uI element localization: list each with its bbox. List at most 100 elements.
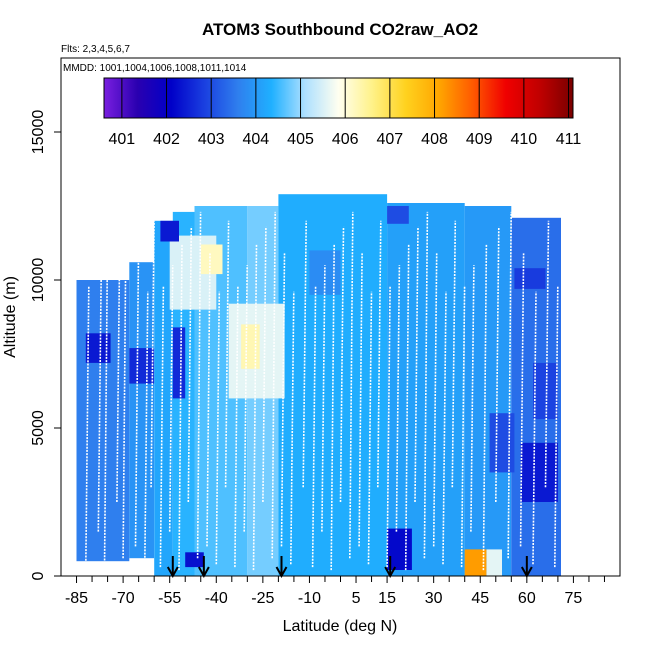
flight-profile [519,253,525,547]
x-tick-label: -70 [112,590,135,607]
flight-profile [271,211,276,559]
x-tick-label: -55 [158,590,181,607]
flight-profile [414,226,419,503]
colorbar-tick-label: 405 [287,131,314,148]
flight-profile [144,291,149,565]
flight-profile [196,211,202,559]
flight-profile [168,265,174,532]
field-cell [241,324,260,369]
y-axis-label: Altitude (m) [2,276,19,358]
flight-profile [451,220,457,488]
colorbar-tick-label: 408 [421,131,448,148]
flight-profile [116,226,121,503]
field-cell [520,442,558,502]
colorbar-bar [103,77,574,119]
field-cell [486,549,502,576]
field-cell [464,206,512,576]
field-cell [387,203,465,576]
x-axis-label: Latitude (deg N) [283,618,398,635]
x-tick-label: 60 [518,590,536,607]
flight-profile [234,285,239,568]
flight-profile [377,220,382,488]
flight-profile [85,285,90,568]
flight-profile [432,253,438,547]
x-tick-label: -85 [65,590,88,607]
x-tick-label: 75 [565,590,583,607]
colorbar: 401 402 403 404 405 406 407 408 409 410 411 [103,77,582,148]
field-cell [387,528,412,570]
flight-profile [311,285,317,568]
flights-label: Flts: 2,3,4,5,6,7 [61,44,130,55]
colorbar-tick-label: 403 [198,131,225,148]
field-cell [533,362,558,420]
x-tick-label: -25 [251,590,274,607]
flight-profile [224,220,230,488]
flight-profile [544,220,550,488]
field-cell [129,348,155,384]
y-tick-label: 15000 [30,110,47,155]
x-tick-label: 45 [471,590,489,607]
flight-profile [367,291,373,565]
colorbar-tick-label: 411 [556,131,582,148]
flight-profile [507,211,512,559]
field-cell [464,549,487,576]
flight-profile [302,220,307,488]
field-cell [160,220,179,242]
field-cell [387,206,409,224]
flight-profile [97,265,103,532]
flight-profile [470,265,475,532]
field-cell [514,268,546,289]
y-tick-label: 0 [30,571,47,580]
y-tick-label: 5000 [30,410,47,446]
flight-profile [122,211,127,559]
flight-profile [349,211,354,559]
colorbar-tick-label: 406 [332,131,359,148]
flight-profile [386,285,391,568]
flight-profile [280,253,286,547]
co2-field [76,194,561,576]
field-cell [129,262,155,559]
flight-profile [442,291,447,565]
colorbar-tick-label: 401 [109,131,136,148]
flight-profile [339,226,345,503]
flight-profiles [85,211,559,571]
colorbar-tick-label: 404 [243,131,270,148]
flight-profile [395,265,401,532]
field-cell [185,552,204,568]
flight-profile [262,226,267,503]
flight-profile [532,291,537,565]
flight-profile [134,253,140,547]
field-cell [172,327,186,399]
flight-profile [358,253,363,547]
x-tick-label: -40 [205,590,228,607]
flight-profile [206,253,211,547]
chart-title: ATOM3 Southbound CO2raw_AO2 [202,20,478,39]
x-axis: -85 -70 -55 -40 -25 -10 5 15 30 45 60 75 [65,576,605,607]
flight-profile [290,291,295,565]
x-tick-label: 15 [378,590,396,607]
flight-profile [460,285,466,568]
colorbar-tick-label: 402 [153,131,180,148]
flight-profile [321,265,326,532]
flight-profile [187,226,193,503]
flight-profile [215,291,221,565]
x-tick-label: 5 [352,590,361,607]
x-tick-label: 30 [425,590,443,607]
y-tick-label: 10000 [30,258,47,303]
field-cell [76,280,130,562]
field-cell [200,244,223,275]
x-tick-label: -10 [298,590,321,607]
colorbar-tick-label: 409 [466,131,493,148]
dates-label: MMDD: 1001,1004,1006,1008,1011,1014 [63,63,247,74]
flight-profile [150,220,155,488]
y-axis: 0 5000 10000 15000 [30,110,61,580]
flight-profile [423,211,429,559]
field-cell [489,413,515,473]
flight-profile [554,285,559,568]
flight-profile [243,265,248,532]
field-cell [154,220,173,576]
colorbar-tick-label: 410 [511,131,538,148]
flight-profile [495,226,500,503]
flight-profile [159,285,165,568]
